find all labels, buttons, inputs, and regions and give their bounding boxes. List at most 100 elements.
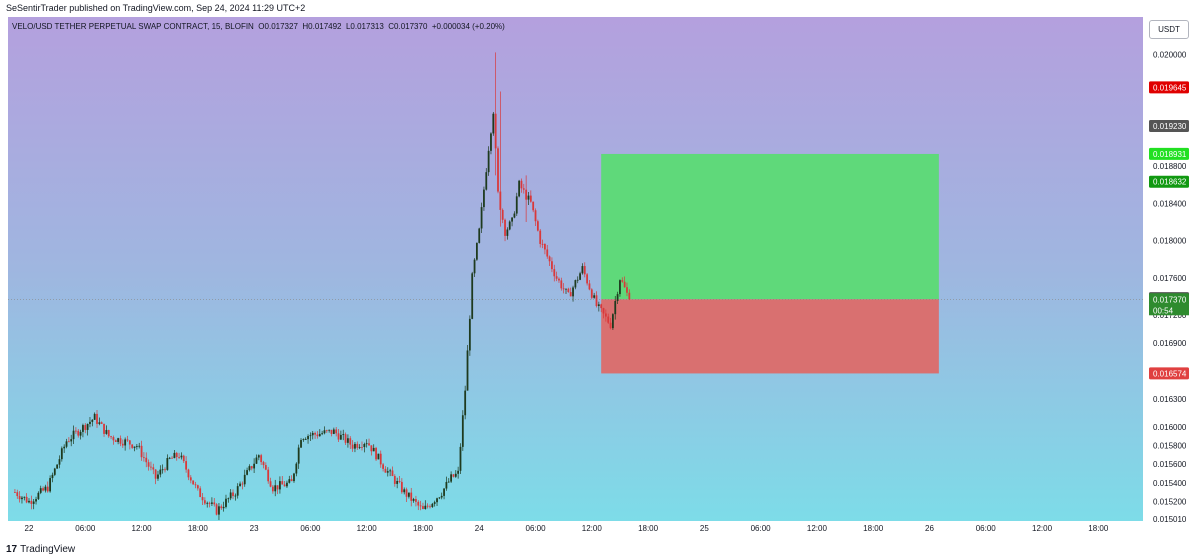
candle-body [147,462,150,467]
candle-body [412,499,415,501]
x-tick-label: 18:00 [1088,524,1109,533]
candle-body [131,444,134,448]
candle-body [332,429,335,434]
price-scale-background[interactable] [1143,17,1199,521]
candle-body [264,465,267,470]
candle-body [602,308,605,314]
open-value: 0.017327 [264,22,298,31]
price-tag-label: 0.016574 [1153,369,1187,378]
candle-body [117,438,120,442]
y-tick-label: 0.017600 [1153,274,1187,283]
candle-body [229,492,232,499]
candle-body [96,413,98,424]
candle-body [65,441,68,447]
candle-body [515,196,518,214]
chart-background[interactable] [8,17,1143,521]
close-value: 0.017370 [394,22,428,31]
candle-body [335,429,338,434]
x-tick-label: 12:00 [357,524,378,533]
x-tick-label: 18:00 [413,524,434,533]
candle-body [443,488,445,496]
candle-body [124,439,127,446]
candle-body [436,498,438,503]
candle-body [440,495,443,498]
candle-body [304,439,307,440]
candle-body [429,506,431,508]
currency-button[interactable]: USDT [1149,20,1189,39]
candle-body [567,288,570,293]
candle-body [93,413,96,420]
candle-body [105,430,108,434]
candle-body [60,448,63,460]
candle-body [281,481,284,485]
high-label: H [302,22,309,31]
candle-body [39,488,42,493]
candle-body [150,466,152,468]
candle-body [349,438,352,445]
symbol-legend[interactable]: VELO/USD TETHER PERPETUAL SWAP CONTRACT,… [12,22,505,31]
candle-body [112,437,115,441]
candle-body [583,266,586,275]
price-tag-label: 0.018632 [1153,178,1187,187]
candle-body [410,492,413,501]
candle-body [70,439,73,442]
candle-body [236,486,239,496]
candle-body [590,289,593,298]
candle-body [77,430,80,436]
candle-body [372,447,375,452]
price-tag-label: 0.018931 [1153,150,1187,159]
candle-body [544,243,546,250]
candle-body [126,439,129,441]
candle-body [532,201,535,211]
y-tick-label: 0.018800 [1153,162,1187,171]
candle-body [189,477,192,481]
candle-body [464,390,467,416]
candle-body [171,457,173,459]
candle-body [398,480,401,482]
candle-body [194,484,197,486]
candle-body [478,228,481,243]
candle-body [206,502,209,504]
x-tick-label: 06:00 [976,524,997,533]
candle-body [100,422,103,424]
candle-body [49,478,52,492]
candle-body [21,497,23,500]
candle-body [175,452,178,458]
candle-body [607,316,610,323]
x-tick-label: 25 [700,524,709,533]
candle-body [110,436,112,438]
candle-body [220,506,223,509]
candle-body [286,482,288,487]
candle-body [384,468,387,473]
candle-body [227,498,230,500]
y-tick-label: 0.015010 [1153,515,1187,524]
candle-body [28,500,30,503]
candle-body [555,276,558,279]
tradingview-logo[interactable]: 17 TradingView [6,544,75,555]
publisher-line: SeSentirTrader published on TradingView.… [6,3,306,13]
price-tag-background [1149,175,1189,188]
candle-body [370,445,373,452]
candle-body [192,480,195,485]
candle-body [407,492,410,497]
candle-body [276,485,279,490]
candle-body [365,443,368,445]
candle-body [173,452,176,459]
candle-body [560,280,563,289]
candle-body [203,500,206,504]
candle-body [250,466,253,469]
candle-body [271,486,274,492]
candle-body [311,432,314,436]
candle-body [445,481,448,489]
candle-body [288,479,291,483]
candle-body [290,479,293,482]
candle-body [307,436,309,440]
candle-body [16,492,19,497]
candle-body [89,421,91,424]
loss-zone [601,299,939,374]
candle-body [356,443,359,448]
x-tick-label: 12:00 [807,524,828,533]
candle-body [295,463,298,474]
candle-body [18,496,21,500]
